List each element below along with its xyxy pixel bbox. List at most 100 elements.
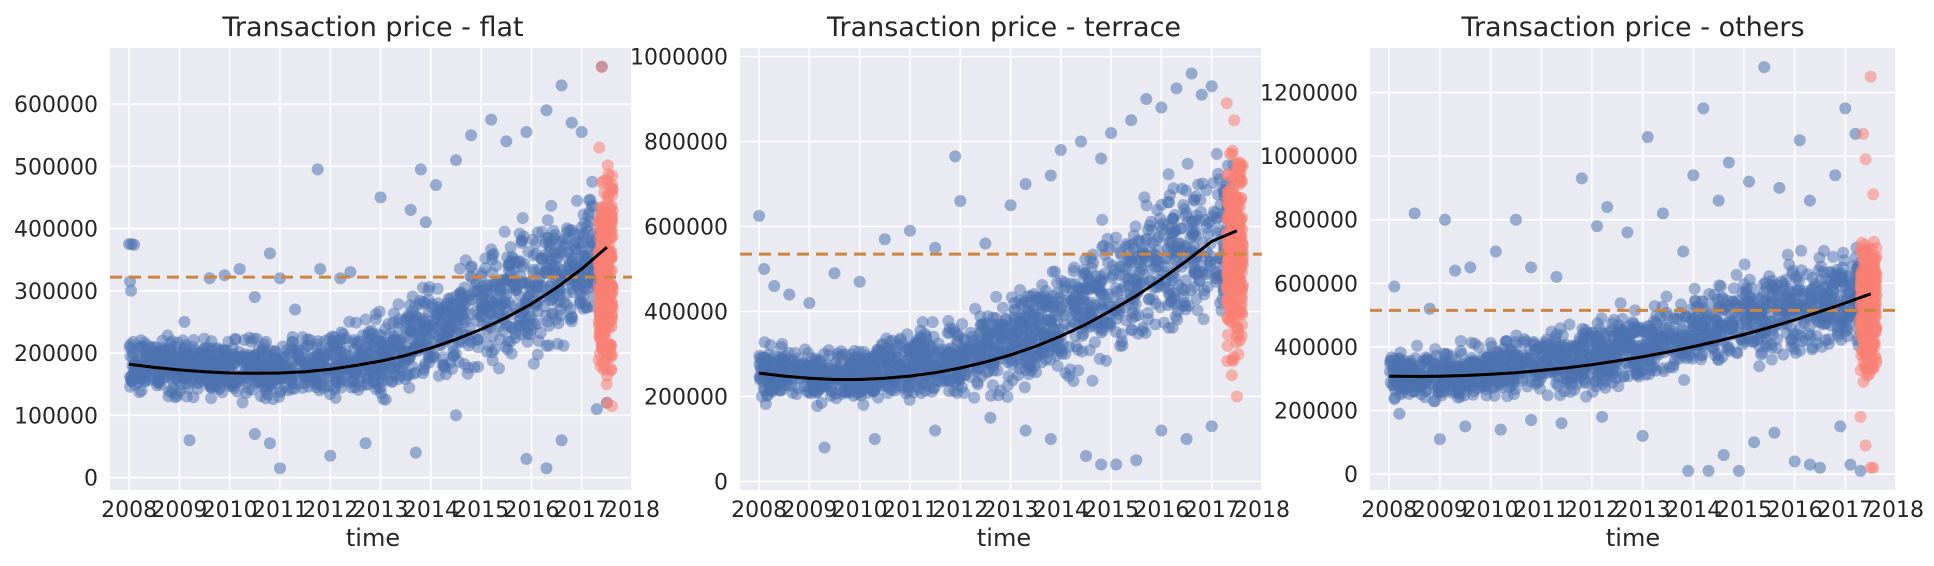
scatter-point (385, 362, 398, 375)
scatter-point (868, 361, 881, 374)
scatter-point (807, 358, 820, 371)
scatter-point (547, 224, 560, 237)
scatter-point (768, 280, 781, 292)
scatter-point (465, 308, 478, 321)
scatter-point (967, 334, 980, 347)
scatter-point (476, 289, 489, 302)
trend-line (128, 246, 608, 375)
scatter-point (548, 247, 561, 260)
scatter-point (517, 319, 530, 332)
scatter-point (359, 437, 372, 450)
plot-area (1370, 48, 1896, 490)
scatter-point (274, 272, 286, 285)
scatter-point (311, 347, 324, 360)
scatter-point (203, 380, 216, 393)
scatter-point (1070, 305, 1082, 318)
scatter-point (555, 79, 568, 92)
scatter-point (541, 214, 554, 227)
scatter-point (783, 288, 796, 301)
y-tick-label: 500000 (14, 155, 98, 180)
scatter-point (953, 374, 966, 387)
scatter-point (951, 386, 964, 399)
scatter-outliers (123, 60, 613, 475)
scatter-point (1714, 280, 1727, 293)
scatter-point (520, 452, 533, 465)
scatter-point (904, 224, 916, 237)
scatter-point (1176, 182, 1189, 195)
scatter-point (1016, 353, 1029, 366)
scatter-point (489, 275, 502, 288)
scatter-point (263, 247, 276, 260)
scatter-point (758, 336, 771, 349)
scatter-point (462, 361, 475, 374)
subplot-others: Transaction price - others time 20082009… (1260, 12, 1924, 552)
scatter-point (562, 245, 575, 258)
scatter-point (404, 203, 417, 216)
scatter-point (1142, 307, 1155, 319)
scatter-point (1166, 321, 1179, 334)
scatter-point (867, 377, 880, 390)
scatter-point (1047, 289, 1060, 302)
y-tick-label: 0 (714, 471, 728, 496)
scatter-point (847, 389, 860, 402)
scatter-point (831, 364, 844, 377)
scatter-point (231, 353, 244, 366)
scatter-point (509, 327, 522, 340)
scatter-point (1018, 381, 1031, 394)
scatter-point (504, 256, 516, 269)
y-tick-label: 300000 (14, 280, 98, 305)
scatter-point (472, 360, 485, 373)
scatter-point (1563, 318, 1576, 331)
scatter-point (992, 389, 1005, 402)
scatter-point (1728, 306, 1741, 319)
scatter-point (1118, 269, 1130, 282)
scatter-point (1024, 329, 1037, 342)
scatter-point (1127, 273, 1140, 285)
scatter-point (1102, 256, 1115, 269)
scatter-point (1051, 359, 1064, 372)
scatter-point (1054, 341, 1066, 354)
scatter-point (999, 312, 1012, 325)
scatter-point (803, 297, 816, 309)
scatter-point (334, 333, 347, 346)
scatter-point (1142, 250, 1154, 263)
scatter-point (267, 393, 280, 406)
plot-area (740, 48, 1262, 490)
scatter-point (263, 437, 276, 450)
scatter-point (868, 433, 881, 445)
scatter-point (1075, 135, 1087, 148)
scatter-point (198, 332, 211, 345)
scatter-point (818, 441, 831, 454)
scatter-point (1541, 389, 1554, 402)
scatter-point (387, 307, 400, 320)
x-tick-label: 2011 (252, 498, 308, 523)
scatter-point (855, 360, 868, 373)
scatter-point (1484, 337, 1497, 349)
scatter-point (1103, 242, 1116, 255)
scatter-point (493, 362, 505, 375)
scatter-point (853, 345, 866, 358)
scatter-point (1130, 454, 1143, 467)
scatter-point (1128, 242, 1141, 255)
scatter-point-recent (1229, 237, 1242, 249)
scatter-point (540, 462, 553, 475)
scatter-point (1169, 310, 1182, 323)
scatter-point (1072, 294, 1085, 307)
scatter-point (398, 357, 411, 370)
x-tick-label: 2008 (101, 498, 157, 523)
y-tick-label: 800000 (644, 131, 728, 156)
scatter-point (1138, 191, 1151, 204)
scatter-point (139, 375, 152, 388)
y-tick-label: 1000000 (630, 46, 728, 71)
scatter-point (565, 310, 578, 323)
scatter-point (1082, 274, 1095, 287)
scatter-cloud (123, 175, 610, 409)
scatter-point (1765, 353, 1778, 366)
scatter-point (1008, 304, 1021, 317)
scatter-point (527, 266, 540, 278)
scatter-point-recent (1225, 307, 1238, 319)
scatter-point (1143, 219, 1156, 232)
scatter-point (1167, 182, 1180, 195)
scatter-point (1054, 144, 1067, 156)
scatter-point (216, 355, 229, 368)
